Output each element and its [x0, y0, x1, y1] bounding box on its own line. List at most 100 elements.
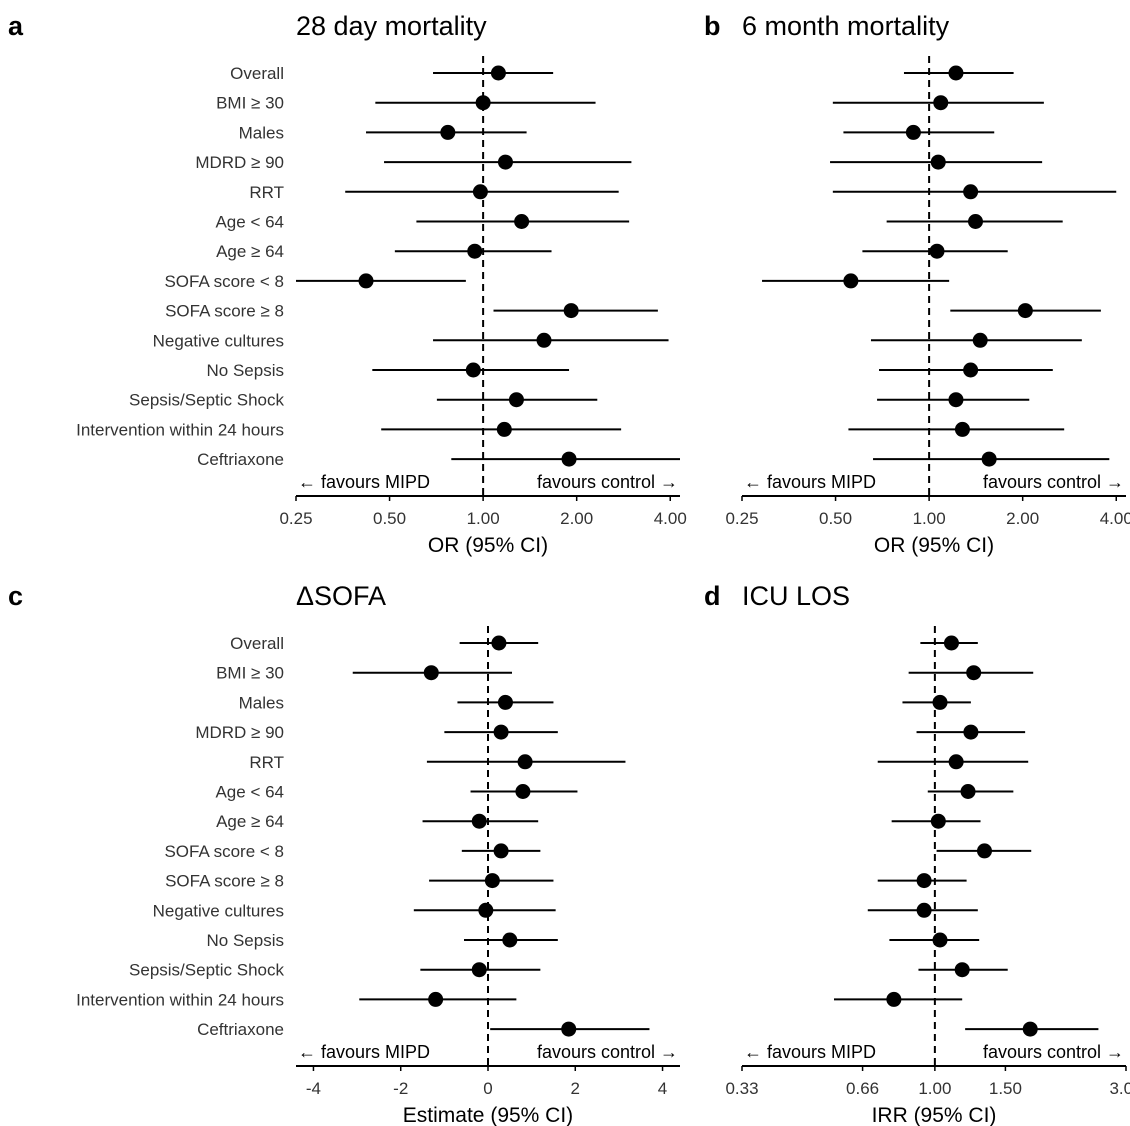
estimate-point: [493, 724, 509, 740]
estimate-point: [493, 843, 509, 859]
estimate-point: [966, 665, 982, 681]
estimate-point: [358, 273, 374, 289]
x-tick-label: -4: [306, 1079, 321, 1098]
estimate-point: [515, 784, 531, 799]
estimate-point: [465, 362, 481, 378]
panel-letter: c: [8, 581, 23, 611]
estimate-point: [491, 635, 507, 651]
panel-letter: a: [8, 11, 24, 41]
category-label: BMI ≥ 30: [216, 664, 284, 683]
estimate-point: [948, 392, 964, 408]
estimate-point: [963, 362, 979, 378]
panel-letter: b: [704, 11, 721, 41]
x-tick-label: 2.00: [560, 509, 593, 528]
estimate-point: [843, 273, 859, 289]
x-tick-label: 4.00: [654, 509, 687, 528]
category-label: Age ≥ 64: [216, 812, 284, 831]
category-label: BMI ≥ 30: [216, 94, 284, 113]
estimate-point: [428, 991, 444, 1007]
estimate-point: [423, 665, 439, 681]
x-tick-label: 0.66: [846, 1079, 879, 1098]
estimate-point: [905, 124, 921, 140]
panel-title: ICU LOS: [742, 581, 850, 611]
estimate-point: [490, 65, 506, 81]
estimate-point: [954, 421, 970, 437]
category-label: Males: [239, 693, 284, 712]
category-label: Negative cultures: [153, 331, 284, 350]
estimate-point: [886, 991, 902, 1007]
x-axis-title: OR (95% CI): [874, 534, 994, 557]
category-label: MDRD ≥ 90: [195, 723, 284, 742]
favours-right-label: favours control →: [983, 1042, 1124, 1062]
x-axis-title: OR (95% CI): [428, 534, 548, 557]
estimate-point: [514, 214, 530, 229]
estimate-point: [943, 635, 959, 651]
category-label: SOFA score < 8: [164, 842, 284, 861]
estimate-point: [536, 332, 552, 348]
estimate-point: [561, 451, 577, 467]
favours-right-label: favours control →: [983, 472, 1124, 492]
estimate-point: [932, 694, 948, 710]
panel-letter: d: [704, 581, 721, 611]
panel-b: b 6 month mortality ← favours MIPD favours …: [704, 11, 1130, 557]
estimate-point: [478, 902, 494, 918]
estimate-point: [561, 1021, 577, 1037]
category-label: Age < 64: [215, 783, 284, 802]
estimate-point: [963, 184, 979, 200]
panel-title: ΔSOFA: [296, 581, 386, 611]
category-label: Ceftriaxone: [197, 1020, 284, 1039]
x-tick-label: 0.25: [279, 509, 312, 528]
x-tick-label: 4.00: [1100, 509, 1130, 528]
x-tick-label: 4: [658, 1079, 667, 1098]
category-label: RRT: [249, 183, 284, 202]
panel-d: d ICU LOS ← favours MIPD favours control → 0…: [704, 581, 1130, 1126]
estimate-point: [497, 154, 513, 170]
panel-title: 28 day mortality: [296, 11, 487, 41]
estimate-point: [467, 243, 483, 259]
x-tick-label: 1.00: [467, 509, 500, 528]
estimate-point: [1022, 1021, 1038, 1037]
category-label: SOFA score ≥ 8: [165, 872, 284, 891]
estimate-point: [948, 754, 964, 770]
estimate-point: [563, 303, 579, 319]
category-label: SOFA score ≥ 8: [165, 302, 284, 321]
category-label: Overall: [230, 64, 284, 83]
category-label: MDRD ≥ 90: [195, 153, 284, 172]
estimate-point: [963, 724, 979, 740]
estimate-point: [930, 813, 946, 829]
category-label: SOFA score < 8: [164, 272, 284, 291]
panel-a: a 28 day mortality Overall BMI ≥ 30 Males MDR…: [8, 11, 687, 557]
category-label: Males: [239, 123, 284, 142]
x-tick-label: 2.00: [1006, 509, 1039, 528]
estimate-point: [484, 873, 500, 889]
estimate-point: [976, 843, 992, 859]
estimate-point: [954, 962, 970, 978]
x-tick-label: 1.00: [918, 1079, 951, 1098]
x-tick-label: 0.50: [819, 509, 852, 528]
category-label: Overall: [230, 634, 284, 653]
estimate-point: [916, 873, 932, 889]
estimate-point: [471, 813, 487, 829]
favours-left-label: ← favours MIPD: [744, 1042, 876, 1062]
x-axis-title: IRR (95% CI): [872, 1104, 997, 1126]
category-label: No Sepsis: [207, 361, 284, 380]
category-label: Age < 64: [215, 213, 284, 232]
x-axis-title: Estimate (95% CI): [403, 1104, 573, 1126]
estimate-point: [932, 932, 948, 948]
estimate-point: [930, 154, 946, 170]
estimate-point: [960, 784, 976, 799]
x-tick-label: -2: [393, 1079, 408, 1098]
panel-title: 6 month mortality: [742, 11, 950, 41]
category-label: Intervention within 24 hours: [76, 990, 284, 1009]
category-label: Intervention within 24 hours: [76, 420, 284, 439]
x-tick-label: 0: [483, 1079, 492, 1098]
estimate-point: [1017, 303, 1033, 319]
estimate-point: [471, 962, 487, 978]
estimate-point: [497, 694, 513, 710]
x-tick-label: 2: [571, 1079, 580, 1098]
estimate-point: [472, 184, 488, 200]
x-tick-label: 1.50: [989, 1079, 1022, 1098]
estimate-point: [502, 932, 518, 948]
favours-left-label: ← favours MIPD: [744, 472, 876, 492]
x-tick-label: 0.25: [725, 509, 758, 528]
